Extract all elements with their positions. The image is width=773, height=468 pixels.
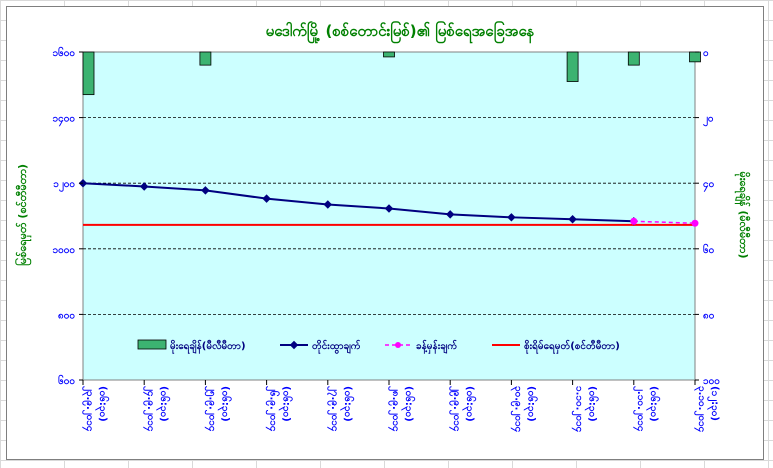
forecast-point <box>630 217 638 225</box>
x-tick-date: ၂၆.၉.၂၀၁၄ <box>265 386 281 432</box>
x-tick-date: ၂၈.၉.၂၀၁၄ <box>387 386 401 432</box>
x-tick-label: ၂၄.၉.၂၀၁၄ (၀၆:၃၀) <box>142 386 171 432</box>
right-tick-label: ၄၀ <box>703 179 714 193</box>
left-tick-label: ၁၆၀၀ <box>53 46 76 59</box>
observed-point <box>445 210 455 219</box>
x-tick-time: (၀၆:၃၀) <box>216 386 232 422</box>
legend-label-forecast: ခန့်မှန်းချက် <box>416 339 457 355</box>
x-tick-label: ၂၆.၉.၂၀၁၄ (၀၆:၃၀) <box>265 386 294 432</box>
x-tick-time: (၀၆:၃၀) <box>461 386 477 422</box>
x-tick-time: (၀၆:၃၀) <box>584 386 600 422</box>
plot-background <box>82 51 696 381</box>
x-tick-time: (၀၆:၃၀) <box>400 386 416 422</box>
x-tick-time: (၀၆:၃၀) <box>155 386 171 422</box>
legend-label-observed: တိုင်းထွာချက် <box>312 339 361 355</box>
x-tick-date: ၂၅.၉.၂၀၁၄ <box>203 386 217 432</box>
left-tick-label: ၆၀၀ <box>58 374 75 387</box>
left-tick-label: ၈၀၀ <box>58 310 75 321</box>
x-tick-time: (၀၆:၃၀) <box>522 386 538 422</box>
chart-title: မဒေါက်မြို့ (စစ်တောင်းမြစ်)၏ မြစ်ရေအခြေအ… <box>266 20 535 44</box>
x-tick-date: ၂.၁၀.၂၀၁၄ <box>632 386 646 432</box>
forecast-line <box>633 220 696 224</box>
left-axis-label: မြစ်ရေမှတ် (စင်တီမီတာ) <box>14 164 32 266</box>
legend-marker-observed <box>289 340 299 350</box>
observed-point <box>201 186 210 195</box>
x-tick-label: ၂.၁၀.၂၀၁၄ (၀၆:၃၀) <box>632 386 661 432</box>
left-tick-label: ၁၀၀၀ <box>53 245 76 256</box>
right-tick-label: ၀ <box>703 48 709 59</box>
x-tick-date: ၃၀.၉.၂၀၁၄ <box>509 386 523 432</box>
observed-point <box>507 213 516 222</box>
x-axis-ticks: ၂၃.၉.၂၀၁၄ (၀၆:၃၀) ၂၄.၉.၂၀၁၄ (၀၆:၃၀) ၂၅.၉.၂၀၁… <box>81 380 720 432</box>
observed-line <box>82 182 634 223</box>
rain-bar <box>689 51 701 63</box>
x-tick-time: (၀၆:၃၀) <box>94 386 110 422</box>
legend-label-danger: စိုးရိမ်ရေမှတ်(စင်တီမီတာ) <box>524 339 620 355</box>
rain-bar <box>199 51 212 66</box>
observed-point <box>384 204 394 213</box>
x-tick-date: ၂၉.၉.၂၀၁၄ <box>448 386 462 432</box>
x-tick-date: ၃.၁၀.၂၀၁၄ <box>693 386 707 432</box>
right-tick-label: ၁၀၀ <box>703 376 720 387</box>
x-tick-date: ၁.၁၀.၂၀၁၄ <box>571 386 585 432</box>
x-tick-label: ၂၇.၉.၂၀၁၄ (၀၆:၃၀) <box>326 386 355 432</box>
x-tick-date: ၂၇.၉.၂၀၁၄ <box>326 386 340 432</box>
x-tick-label: ၁.၁၀.၂၀၁၄ (၀၆:၃၀) <box>571 386 600 432</box>
plot-area <box>82 51 696 381</box>
x-tick-time: (၁၂:၃၀) <box>706 386 720 421</box>
observed-point <box>139 182 149 191</box>
x-tick-date: ၂၃.၉.၂၀၁၄ <box>81 386 95 432</box>
right-tick-label: ၂၀ <box>703 114 714 128</box>
x-tick-label: ၂၅.၉.၂၀၁၄ (၀၆:၃၀) <box>203 386 232 432</box>
rain-bar <box>82 51 95 96</box>
x-tick-time: (၀၆:၃၀) <box>645 386 661 422</box>
rain-bar <box>566 51 579 82</box>
x-tick-label: ၂၈.၉.၂၀၁၄ (၀၆:၃၀) <box>387 386 416 432</box>
x-tick-label: ၂၉.၉.၂၀၁၄ (၀၆:၃၀) <box>448 386 477 432</box>
x-tick-label: ၃.၁၀.၂၀၁၄ (၁၂:၃၀) <box>693 386 720 432</box>
x-tick-time: (၀၆:၃၀) <box>278 386 294 422</box>
legend: မိုးရေချိန်(မီလီမီတာ) တိုင်းထွာချက် ခန့်မှ… <box>137 339 620 355</box>
legend-swatch-rain <box>137 339 167 350</box>
x-tick-label: ၂၃.၉.၂၀၁၄ (၀၆:၃၀) <box>81 386 110 432</box>
forecast-point <box>691 219 699 227</box>
observed-point <box>323 200 333 209</box>
x-tick-label: ၃၀.၉.၂၀၁၄ (၀၆:၃၀) <box>509 386 538 432</box>
legend-label-rain: မိုးရေချိန်(မီလီမီတာ) <box>170 339 246 355</box>
right-tick-label: ၈၀ <box>703 310 714 321</box>
rain-bar <box>627 51 640 66</box>
rain-bar <box>383 51 395 58</box>
left-axis-ticks: ၆၀၀ ၈၀၀ ၁၀၀၀ ၁၂၀၀ ၁၄၀၀ ၁၆၀၀ <box>53 46 83 387</box>
x-tick-time: (၀၆:၃၀) <box>339 386 355 422</box>
right-tick-label: ၆၀ <box>703 243 714 256</box>
x-tick-date: ၂၄.၉.၂၀၁၄ <box>142 386 156 432</box>
left-tick-label: ၁၂၀၀ <box>53 179 75 193</box>
left-tick-label: ၁၄၀၀ <box>53 114 76 128</box>
right-axis-label: မိုးရေချိန် (မီလီမီတာ) <box>734 172 751 259</box>
rain-bars <box>82 51 701 96</box>
observed-point <box>262 194 271 203</box>
legend-marker-forecast <box>395 342 401 348</box>
